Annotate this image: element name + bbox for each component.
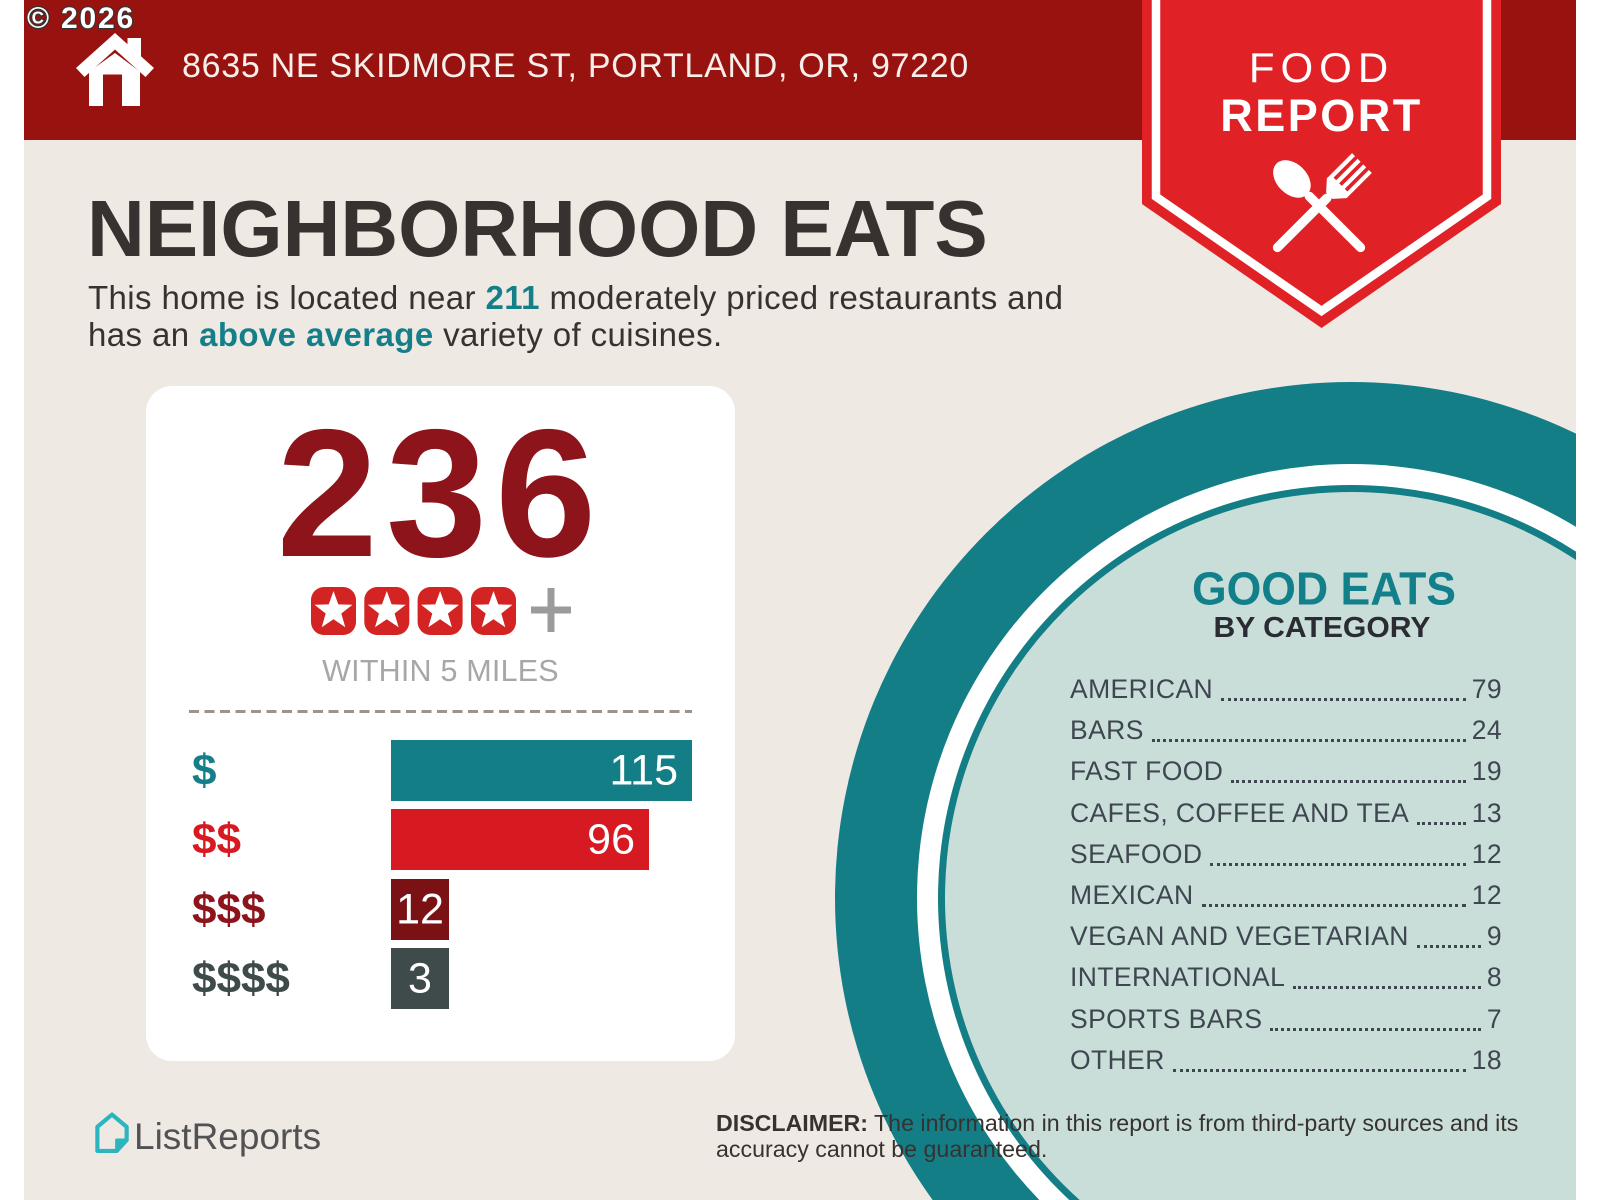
svg-text:GOOD EATS: GOOD EATS [1192,563,1456,615]
svg-text:FOOD: FOOD [1249,44,1394,91]
svg-text:REPORT: REPORT [1220,90,1423,141]
svg-text:© 2026: © 2026 [27,2,135,35]
svg-text:BY CATEGORY: BY CATEGORY [1214,612,1431,644]
